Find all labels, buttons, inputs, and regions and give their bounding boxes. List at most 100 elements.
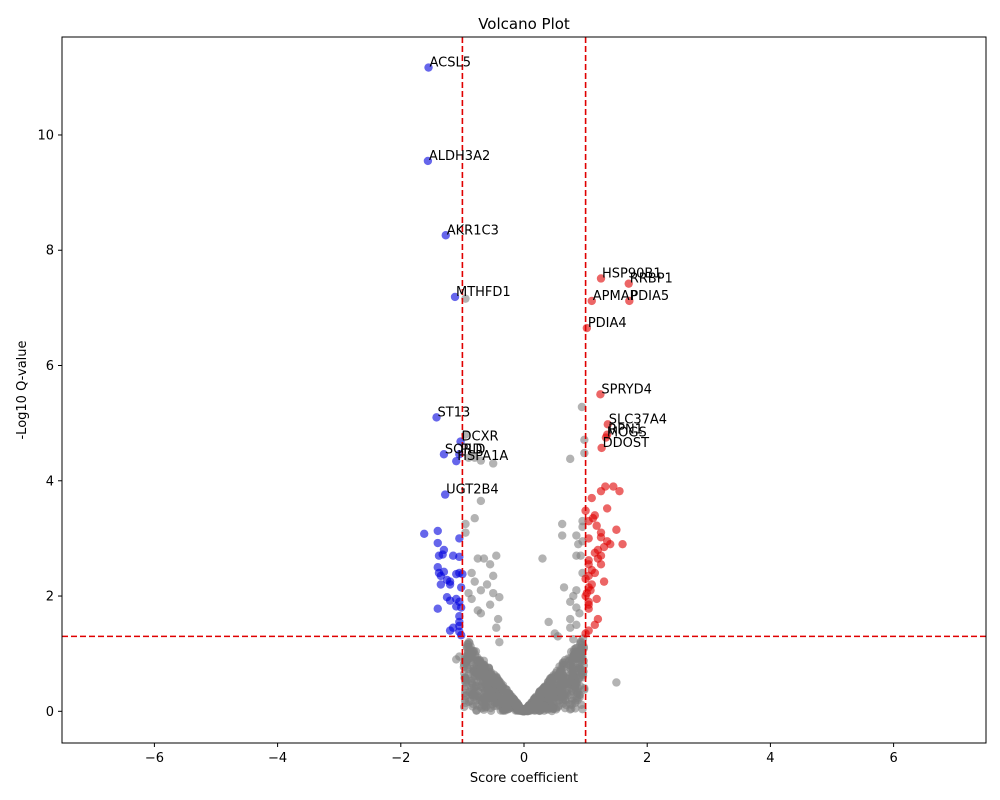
gene-point-sord: [439, 450, 449, 459]
ns-point: [485, 560, 495, 569]
gene-label-spryd4: SPRYD4: [601, 382, 652, 397]
gene-label-hsp90b1: HSP90B1: [602, 266, 662, 281]
ns-point: [575, 609, 584, 618]
gene-label-akr1c3: AKR1C3: [447, 223, 499, 238]
down-point: [433, 604, 442, 613]
gene-label-slc37a4: SLC37A4: [609, 412, 667, 427]
ns-point: [561, 676, 570, 686]
gene-point-pdia4: [582, 323, 592, 333]
ns-point: [559, 658, 568, 667]
ns-point: [559, 583, 569, 592]
gene-point-apmap: [587, 296, 596, 306]
gene-point-pdia5: [625, 296, 634, 306]
y-tick-label: 10: [37, 128, 54, 143]
ns-point: [578, 704, 587, 714]
up-point: [618, 539, 627, 549]
gene-label-hspa1a: HSPA1A: [457, 449, 508, 464]
ns-point: [578, 522, 587, 532]
gene-label-aldh3a2: ALDH3A2: [429, 149, 490, 164]
ns-point: [468, 667, 478, 677]
ns-point: [557, 519, 567, 529]
gene-label-mthfd1: MTHFD1: [456, 285, 511, 300]
up-point: [612, 525, 621, 534]
ns-point: [463, 662, 472, 672]
down-point: [433, 526, 442, 536]
up-point: [599, 577, 609, 586]
ns-point: [483, 672, 492, 681]
down-point: [445, 580, 455, 589]
ns-point: [573, 665, 583, 675]
y-tick-label: 8: [46, 244, 54, 259]
ns-point: [477, 664, 486, 674]
x-tick-label: 0: [520, 751, 528, 766]
ns-point: [574, 539, 583, 549]
down-point: [455, 534, 464, 543]
ns-point: [580, 435, 589, 445]
ns-point: [496, 682, 505, 691]
down-point: [455, 552, 464, 562]
ns-point: [461, 685, 470, 694]
gene-point-st13: [432, 413, 441, 422]
gene-point-ugt2b4: [440, 490, 450, 499]
ns-point: [577, 646, 586, 655]
gene-label-rpn1: RPN1: [608, 423, 643, 438]
ns-point: [467, 568, 476, 578]
ns-point: [547, 674, 556, 683]
up-point: [596, 533, 606, 542]
ns-point: [571, 679, 581, 688]
chart-title: Volcano Plot: [478, 15, 570, 33]
down-point: [456, 603, 466, 612]
ns-point: [476, 586, 486, 595]
ns-point: [576, 655, 586, 665]
x-tick-label: −6: [145, 751, 164, 766]
ns-point: [566, 454, 575, 464]
ns-point: [470, 453, 479, 462]
gene-label-ddost: DDOST: [603, 436, 650, 451]
down-point: [455, 612, 464, 621]
gene-point-aldh3a2: [423, 156, 433, 166]
ns-point: [473, 686, 482, 696]
ns-point: [459, 702, 469, 712]
ns-point: [548, 704, 557, 713]
ns-points: [452, 294, 621, 716]
ns-point: [492, 551, 501, 560]
gene-label-apmap: APMAP: [593, 289, 638, 304]
down-point: [436, 580, 446, 589]
ns-point: [496, 698, 506, 707]
gene-point-hspa1a: [452, 456, 461, 466]
down-point: [458, 569, 467, 579]
gene-label-mogs: MOGS: [607, 426, 647, 441]
ns-point: [580, 684, 589, 693]
ns-point: [580, 448, 589, 458]
ns-point: [547, 683, 557, 693]
ns-point: [503, 704, 513, 714]
ns-point: [492, 623, 501, 632]
gene-point-hsp90b1: [596, 274, 606, 283]
ns-point: [467, 594, 476, 604]
x-tick-label: 6: [889, 751, 897, 766]
ns-point: [576, 551, 585, 560]
up-point: [584, 534, 593, 543]
gene-label-st13: ST13: [438, 405, 471, 420]
down-point: [456, 583, 466, 592]
ns-point: [541, 684, 550, 693]
down-point: [420, 529, 429, 538]
ns-point: [482, 580, 492, 589]
y-axis: 0 2 4 6 8 10: [37, 128, 62, 720]
gene-point-slc37a4: [603, 420, 612, 429]
ns-point: [461, 528, 470, 537]
y-tick-label: 2: [46, 590, 54, 605]
ns-point: [572, 531, 581, 540]
up-point: [601, 482, 610, 491]
ns-point: [476, 496, 486, 506]
down-point: [439, 567, 449, 577]
ns-point: [577, 402, 587, 412]
ns-point: [566, 614, 575, 624]
gene-label-dcxr: DCXR: [462, 430, 499, 445]
ns-point: [566, 654, 575, 663]
threshold-lines: [62, 37, 986, 743]
gene-label-pdia4: PDIA4: [588, 316, 627, 331]
ns-point: [538, 554, 547, 563]
ns-point: [483, 687, 492, 696]
gene-label-pdia5: PDIA5: [630, 289, 669, 304]
